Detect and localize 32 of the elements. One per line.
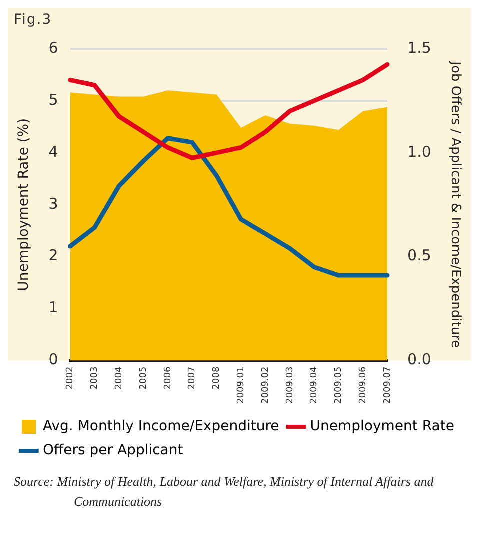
- y-tick-label: 0: [48, 350, 58, 369]
- legend-label: Avg. Monthly Income/Expenditure: [43, 418, 280, 435]
- x-tick-label: 2009.01: [236, 366, 246, 404]
- x-tick-label: 2006: [163, 366, 174, 390]
- x-tick-label: 2009.05: [334, 366, 344, 404]
- x-tick-label: 2009.02: [260, 366, 271, 404]
- y-tick-label: 1: [48, 298, 58, 317]
- legend-label: Unemployment Rate: [310, 418, 454, 435]
- legend-label: Offers per Applicant: [43, 442, 184, 459]
- y-tick-label: 3: [48, 194, 58, 213]
- y-tick-label: 5: [48, 90, 58, 109]
- x-tick-label: 2008: [212, 366, 222, 390]
- x-tick-label: 2005: [138, 366, 149, 390]
- y2-tick-label: 0.0: [408, 350, 432, 369]
- y-tick-label: 6: [48, 38, 58, 57]
- x-tick-label: 2009.06: [358, 366, 368, 404]
- y2-tick-label: 1.0: [408, 142, 432, 161]
- x-tick-label: 2002: [66, 366, 76, 390]
- y2-tick-label: 1.5: [408, 38, 432, 57]
- x-tick-label: 2004: [114, 366, 124, 390]
- y2-tick-label: 0.5: [408, 246, 432, 265]
- chart-title: Fig.3: [8, 8, 471, 28]
- y-tick-label: 2: [48, 246, 58, 265]
- source-note: Source: Ministry of Health, Labour and Welfare, Ministry of Internal Affairs and Communications: [14, 473, 435, 510]
- x-tick-label: 2009.03: [285, 366, 296, 404]
- x-tick-label: 2003: [90, 366, 100, 390]
- x-tick-label: 2009.04: [310, 366, 320, 404]
- x-tick-label: 2007: [188, 366, 198, 390]
- x-tick-label: 2009.07: [382, 366, 393, 404]
- y-axis-title: Unemployment Rate (%): [16, 118, 32, 292]
- y2-axis-title: Job Offers / Applicant & Income/Expenditure: [448, 60, 463, 348]
- y-tick-label: 4: [48, 142, 58, 161]
